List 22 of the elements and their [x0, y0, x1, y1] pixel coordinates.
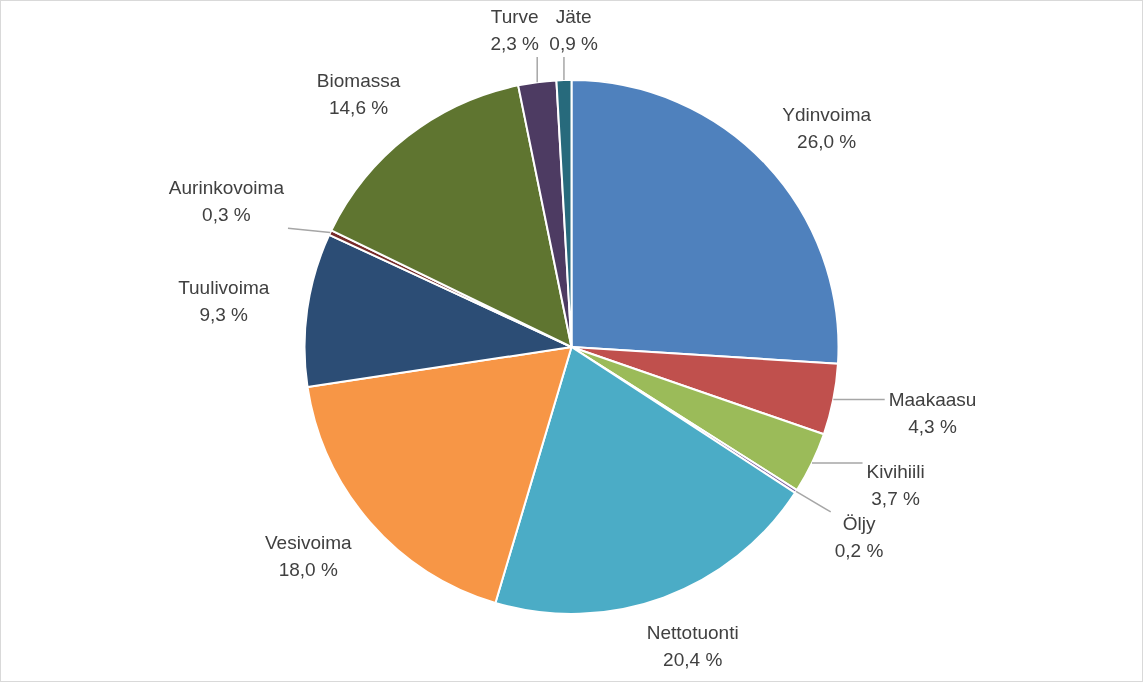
slice-label: Biomassa [316, 70, 401, 92]
slice-label: Aurinkovoima [168, 177, 285, 199]
slice-label: Öljy [842, 513, 876, 535]
data-label: 20,4 % [663, 648, 723, 670]
slice-label: Turve [490, 6, 539, 28]
data-label: 18,0 % [278, 558, 338, 580]
data-label: 0,2 % [834, 540, 884, 562]
slice-label: Maakaasu [888, 388, 977, 410]
slice-label: Vesivoima [264, 531, 352, 553]
data-label: 0,3 % [202, 204, 251, 226]
data-label: 4,3 % [908, 415, 957, 437]
slice-label: Kivihiili [866, 460, 925, 482]
data-label: 0,9 % [549, 33, 599, 55]
data-label: 9,3 % [199, 304, 249, 326]
slice-label: Nettotuonti [646, 621, 739, 643]
data-label: 2,3 % [490, 33, 540, 55]
data-label: 26,0 % [797, 130, 857, 152]
slice-label: Jäte [555, 6, 592, 28]
data-label: 14,6 % [328, 97, 389, 119]
data-label: 3,7 % [871, 487, 920, 509]
slice-label: Tuulivoima [178, 277, 270, 299]
slice-label: Ydinvoima [782, 103, 872, 125]
